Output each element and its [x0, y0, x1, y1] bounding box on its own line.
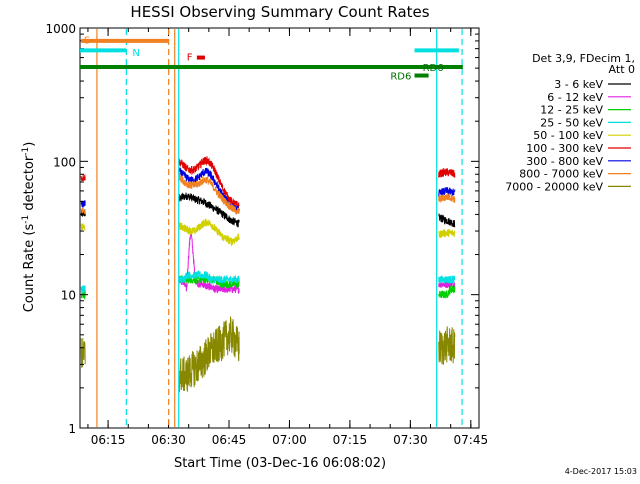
series-line-3-0	[80, 285, 86, 294]
annotation-rd6: RD6	[423, 63, 444, 74]
series-line-4-1	[178, 218, 240, 246]
y-tick-label-0: 1	[68, 422, 76, 436]
legend-label-3: 25 - 50 keV	[540, 116, 603, 129]
legend-label-1: 6 - 12 keV	[547, 91, 603, 104]
series-line-0-2	[438, 213, 456, 228]
series-line-3-2	[438, 275, 456, 285]
x-tick-label-5: 07:30	[393, 433, 428, 447]
plot-frame	[79, 27, 480, 429]
legend-label-6: 300 - 800 keV	[526, 155, 603, 168]
x-tick-label-3: 07:00	[272, 433, 307, 447]
legend-label-8: 7000 - 20000 keV	[505, 180, 603, 193]
series-line-4-2	[438, 229, 456, 239]
series-line-7-2	[438, 193, 456, 203]
x-tick-label-0: 06:15	[91, 433, 126, 447]
annotation-n: N	[132, 48, 139, 59]
series-line-5-2	[438, 167, 456, 178]
y-tick-label-1: 10	[61, 289, 76, 303]
legend-header-0: Det 3,9, FDecim 1,	[532, 52, 635, 65]
legend-label-4: 50 - 100 keV	[533, 129, 603, 142]
series-line-6-0	[80, 200, 86, 208]
series-line-5-1	[178, 156, 240, 210]
series-line-2-2	[438, 285, 456, 299]
legend-label-7: 800 - 7000 keV	[519, 168, 603, 181]
series-line-4-0	[80, 223, 86, 231]
x-axis-label: Start Time (03-Dec-16 06:08:02)	[174, 456, 386, 471]
series-line-8-1	[178, 316, 240, 393]
annotation-rd6: RD6	[390, 72, 411, 83]
x-tick-label-2: 06:45	[212, 433, 247, 447]
series-line-8-0	[80, 338, 86, 368]
legend-label-2: 12 - 25 keV	[540, 104, 603, 117]
annotations: S N F RD6 RD6	[80, 29, 463, 427]
annotation-s: S	[84, 35, 90, 46]
y-axis-label: Count Rate (s-1 detector-1)	[21, 142, 37, 313]
series-line-3-1	[178, 270, 240, 285]
chart-title: HESSI Observing Summary Count Rates	[130, 3, 429, 21]
series-line-7-0	[80, 207, 86, 215]
series-line-1-0	[178, 230, 240, 294]
x-tick-label-6: 07:45	[454, 433, 489, 447]
series-line-8-2	[438, 326, 456, 366]
footer-date: 4-Dec-2017 15:03	[565, 467, 637, 476]
y-tick-label-3: 1000	[45, 22, 76, 36]
legend-label-0: 3 - 6 keV	[554, 78, 603, 91]
y-tick-label-2: 100	[53, 155, 76, 169]
x-tick-label-1: 06:30	[151, 433, 186, 447]
x-tick-label-4: 07:15	[333, 433, 368, 447]
axes-frame	[79, 27, 480, 429]
annotation-f: F	[187, 53, 193, 64]
legend-header-1: Att 0	[609, 63, 635, 76]
series-line-7-1	[178, 172, 240, 215]
series-line-0-1	[178, 192, 240, 228]
legend-label-5: 100 - 300 keV	[526, 142, 603, 155]
